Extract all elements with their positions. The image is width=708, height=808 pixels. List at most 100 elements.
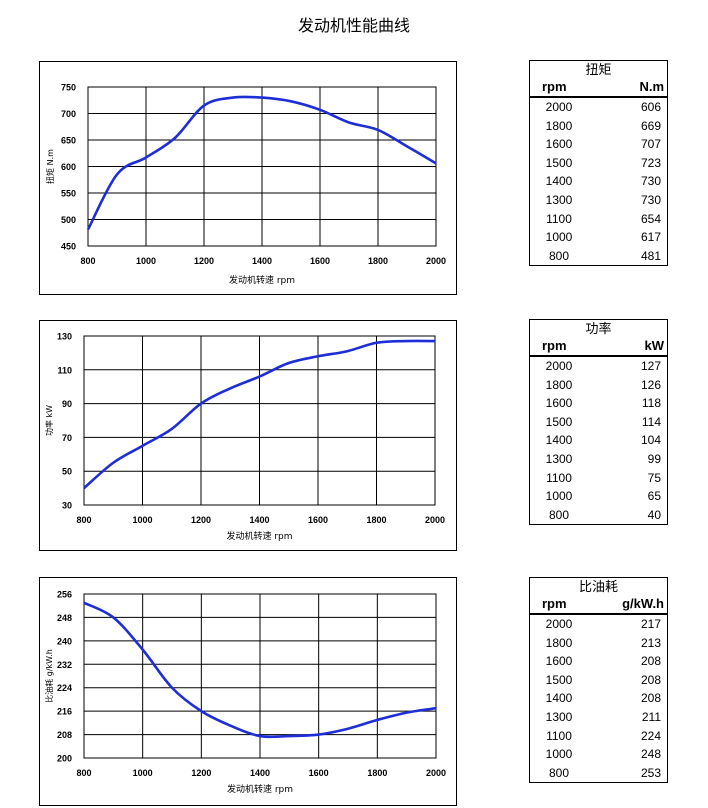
y-tick-label: 224 bbox=[57, 683, 72, 693]
cell-value: 213 bbox=[640, 635, 661, 650]
cell-value: 99 bbox=[647, 451, 661, 466]
x-tick-label: 1000 bbox=[132, 515, 152, 525]
cell-rpm: 1800 bbox=[545, 118, 573, 133]
y-tick-label: 50 bbox=[62, 467, 72, 477]
y-tick-label: 232 bbox=[57, 660, 72, 670]
x-tick-label: 2000 bbox=[426, 256, 446, 266]
y-axis-label: 功率 kW bbox=[44, 405, 54, 436]
table-row: 1400 730 bbox=[530, 172, 667, 191]
x-tick-label: 2000 bbox=[426, 768, 446, 778]
y-tick-label: 30 bbox=[62, 501, 72, 511]
cell-rpm: 1500 bbox=[545, 155, 573, 170]
cell-value: 248 bbox=[640, 747, 661, 762]
table-header: rpm N.m bbox=[530, 78, 667, 98]
torque-table: 扭矩 rpm N.m 2000 606 1800 669 1600 707 1500 723 1400… bbox=[529, 60, 668, 267]
y-tick-label: 130 bbox=[57, 332, 72, 342]
cell-value: 723 bbox=[640, 155, 661, 170]
cell-rpm: 1600 bbox=[545, 654, 573, 669]
table-row: 1300 211 bbox=[530, 708, 667, 727]
cell-value: 65 bbox=[647, 489, 661, 504]
table-row: 1800 126 bbox=[530, 376, 667, 395]
cell-value: 127 bbox=[640, 359, 661, 373]
cell-rpm: 1800 bbox=[545, 635, 573, 650]
y-axis-label: 比油耗 g/kW.h bbox=[44, 649, 54, 703]
x-tick-label: 1000 bbox=[136, 256, 156, 266]
table-row: 1000 65 bbox=[530, 487, 667, 506]
cell-value: 669 bbox=[640, 118, 661, 133]
x-tick-label: 1000 bbox=[133, 768, 153, 778]
x-tick-label: 1200 bbox=[191, 768, 211, 778]
cell-rpm: 1000 bbox=[545, 747, 573, 762]
y-tick-label: 248 bbox=[57, 613, 72, 623]
cell-rpm: 1000 bbox=[545, 489, 573, 504]
y-tick-label: 200 bbox=[57, 754, 72, 764]
cell-rpm: 2000 bbox=[545, 617, 573, 631]
x-tick-label: 1600 bbox=[309, 768, 329, 778]
table-row: 1500 208 bbox=[530, 671, 667, 690]
x-axis-label: 发动机转速 rpm bbox=[226, 530, 292, 542]
cell-rpm: 1100 bbox=[546, 470, 572, 485]
cell-rpm: 1100 bbox=[546, 728, 572, 743]
cell-value: 730 bbox=[640, 174, 661, 189]
cell-value: 211 bbox=[641, 709, 661, 724]
table-header: rpm kW bbox=[530, 337, 667, 357]
y-tick-label: 240 bbox=[57, 636, 72, 646]
y-tick-label: 216 bbox=[57, 707, 72, 717]
cell-rpm: 2000 bbox=[545, 100, 573, 114]
x-tick-label: 1800 bbox=[368, 256, 388, 266]
y-tick-label: 550 bbox=[61, 189, 76, 199]
series-line bbox=[83, 601, 437, 739]
cell-value: 126 bbox=[640, 377, 661, 392]
table-row: 2000 217 bbox=[530, 615, 667, 634]
table-row: 1500 723 bbox=[530, 154, 667, 173]
x-tick-label: 1800 bbox=[367, 768, 387, 778]
cell-value: 208 bbox=[640, 672, 661, 687]
cell-value: 208 bbox=[640, 654, 661, 669]
cell-rpm: 1400 bbox=[545, 174, 573, 189]
x-axis-label: 发动机转速 rpm bbox=[227, 783, 293, 795]
table-row: 800 481 bbox=[530, 247, 667, 266]
cell-rpm: 800 bbox=[548, 248, 570, 263]
cell-rpm: 1100 bbox=[546, 211, 572, 226]
y-axis-label: 扭矩 N.m bbox=[45, 149, 55, 184]
table-row: 1100 224 bbox=[530, 727, 667, 746]
table-row: 1800 669 bbox=[530, 117, 667, 136]
cell-value: 654 bbox=[640, 211, 661, 226]
table-header: rpm g/kW.h bbox=[530, 595, 667, 615]
cell-rpm: 1500 bbox=[545, 414, 573, 429]
cell-rpm: 1300 bbox=[545, 192, 573, 207]
x-tick-label: 1400 bbox=[250, 768, 270, 778]
cell-rpm: 800 bbox=[548, 507, 570, 522]
y-tick-label: 256 bbox=[57, 590, 72, 600]
table-row: 1100 654 bbox=[530, 210, 667, 229]
x-tick-label: 800 bbox=[76, 768, 91, 778]
cell-value: 208 bbox=[640, 691, 661, 706]
cell-value: 617 bbox=[640, 230, 661, 245]
cell-value: 606 bbox=[640, 100, 661, 114]
col-header-rpm: rpm bbox=[542, 596, 567, 611]
x-tick-label: 1200 bbox=[191, 515, 211, 525]
cell-value: 481 bbox=[640, 248, 661, 263]
chart-frame bbox=[39, 320, 457, 551]
series-line bbox=[83, 339, 436, 490]
cell-rpm: 1300 bbox=[545, 451, 573, 466]
cell-value: 40 bbox=[647, 507, 661, 522]
y-tick-label: 700 bbox=[61, 109, 76, 119]
y-tick-label: 450 bbox=[61, 242, 76, 252]
cell-rpm: 1400 bbox=[545, 433, 573, 448]
table-row: 2000 127 bbox=[530, 357, 667, 376]
x-tick-label: 800 bbox=[80, 256, 95, 266]
x-tick-label: 800 bbox=[76, 515, 91, 525]
table-row: 800 40 bbox=[530, 506, 667, 525]
y-tick-label: 90 bbox=[62, 399, 72, 409]
x-tick-label: 1600 bbox=[310, 256, 330, 266]
table-row: 1300 99 bbox=[530, 450, 667, 469]
y-tick-label: 110 bbox=[57, 365, 72, 375]
cell-value: 118 bbox=[641, 396, 661, 411]
table-row: 1400 208 bbox=[530, 689, 667, 708]
cell-rpm: 1600 bbox=[545, 396, 573, 411]
cell-rpm: 2000 bbox=[545, 359, 573, 373]
cell-rpm: 1300 bbox=[545, 709, 573, 724]
cell-value: 217 bbox=[640, 617, 661, 631]
